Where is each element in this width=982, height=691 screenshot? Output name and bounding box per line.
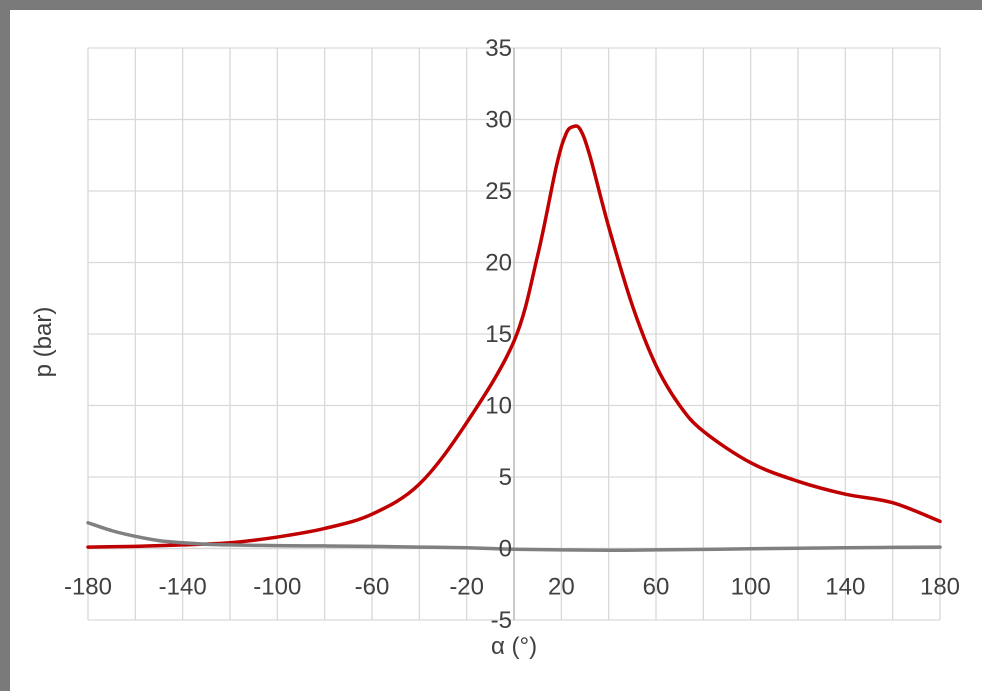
x-tick-label: -180 — [64, 574, 112, 601]
y-tick-label: 0 — [499, 536, 512, 563]
y-tick-label: 25 — [485, 178, 512, 205]
x-tick-label: 140 — [825, 574, 865, 601]
y-tick-label: 20 — [485, 250, 512, 277]
y-tick-label: 35 — [485, 35, 512, 62]
y-tick-label: 10 — [485, 393, 512, 420]
x-tick-label: 100 — [731, 574, 771, 601]
y-tick-label: -5 — [491, 607, 512, 634]
y-axis-title: p (bar) — [30, 307, 57, 378]
x-tick-label: -100 — [253, 574, 301, 601]
x-tick-label: 20 — [548, 574, 575, 601]
y-tick-labels: -5 0 5 10 15 20 25 30 35 — [485, 35, 512, 634]
x-tick-label: -140 — [159, 574, 207, 601]
x-tick-label: 60 — [643, 574, 670, 601]
x-tick-label: -60 — [355, 574, 390, 601]
x-axis-title: α (°) — [491, 633, 537, 660]
y-tick-label: 5 — [499, 464, 512, 491]
x-tick-label: -20 — [449, 574, 484, 601]
series-line-0 — [86, 124, 942, 549]
x-tick-label: 180 — [920, 574, 960, 601]
gridlines — [87, 47, 941, 621]
series-line-1 — [86, 521, 942, 552]
y-tick-label: 15 — [485, 321, 512, 348]
y-tick-label: 30 — [485, 107, 512, 134]
x-tick-labels: -180 -140 -100 -60 -20 20 60 100 140 180 — [64, 574, 960, 601]
series-lines — [86, 124, 942, 552]
